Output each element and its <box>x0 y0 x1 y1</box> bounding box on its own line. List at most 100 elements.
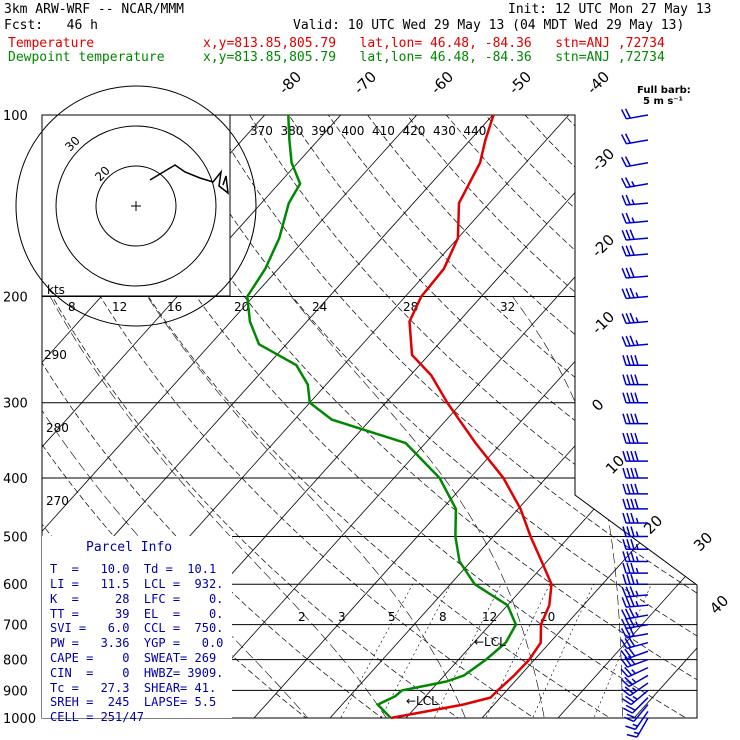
temperature-tick-label: 40 <box>706 592 732 618</box>
hodograph-scale-label: 12 <box>112 300 127 314</box>
dry-adiabat <box>642 115 697 718</box>
hodograph <box>15 85 257 327</box>
wind-barb-flag <box>631 181 635 187</box>
wind-barb <box>621 335 649 347</box>
wind-barb <box>623 704 649 723</box>
mixing-ratio-label: 12 <box>482 610 497 624</box>
parcel-line: SREH = 245 LAPSE= 5.5 <box>50 695 217 709</box>
parcel-line: K = 28 LFC = 0. <box>50 592 224 606</box>
wind-barb <box>620 156 649 168</box>
mixing-ratio-label: 5 <box>388 610 396 624</box>
mixing-ratio-label: 2 <box>298 610 306 624</box>
wind-barb-flag <box>620 678 630 687</box>
temperature-location: x,y=813.85,805.79 lat,lon= 46.48, -84.36… <box>203 36 665 51</box>
wind-barb-flag <box>624 618 631 629</box>
wind-barb-flag <box>621 597 627 608</box>
wind-barb <box>622 432 648 444</box>
pressure-tick-label: 700 <box>3 619 28 634</box>
wind-barb-flag <box>626 450 631 462</box>
dry-adiabat <box>406 115 697 718</box>
wind-barb-flag <box>629 287 635 299</box>
barb-legend-units: 5 m s⁻¹ <box>643 96 683 107</box>
wind-barb-flag <box>635 340 639 346</box>
isotherm-line <box>42 115 442 718</box>
wind-barb-flag <box>628 647 636 657</box>
temperature-tick-label: -10 <box>588 308 618 338</box>
wind-barb-flag <box>635 621 639 627</box>
wind-barb-flag <box>624 656 632 667</box>
wind-barb-flag <box>622 562 627 574</box>
wind-barb-flag <box>626 539 631 550</box>
mixing-ratio-label: 3 <box>338 610 346 624</box>
wind-barb-flag <box>625 725 636 731</box>
wind-barb-flag <box>620 618 628 629</box>
wind-barb-flag <box>635 611 639 618</box>
moist-adiabat <box>49 296 395 718</box>
wind-barb-flag <box>622 374 627 385</box>
pressure-tick-label: 900 <box>3 684 28 699</box>
wind-barb-flag <box>625 596 631 608</box>
temperature-tick-label: -60 <box>427 68 457 98</box>
dry-adiabat <box>524 115 697 718</box>
isotherm-line <box>394 115 697 718</box>
wind-barb <box>621 586 649 598</box>
wind-barb-flag <box>622 432 627 444</box>
hodograph-scale-label: 16 <box>167 300 182 314</box>
temperature-tick-label: -50 <box>505 68 535 98</box>
wind-barb <box>622 551 648 563</box>
wind-barb-flag <box>624 133 631 144</box>
wind-barb-flag <box>631 199 635 205</box>
temperature-tick-label: -30 <box>588 145 618 175</box>
wind-barb-flag <box>635 317 639 323</box>
wind-barb <box>621 312 649 325</box>
wind-barb <box>621 287 649 300</box>
wind-barb-flag <box>624 608 631 619</box>
wind-barb-flag <box>629 229 635 240</box>
wind-barb <box>620 647 649 660</box>
parcel-line: CAPE = 0 SWEAT= 269 <box>50 651 217 665</box>
wind-barb <box>620 666 649 678</box>
wind-barb-flag <box>621 688 631 697</box>
wind-barb <box>626 717 649 738</box>
wind-barb-flag <box>635 567 639 574</box>
wind-barb-flag <box>622 467 627 479</box>
wind-barb <box>621 212 649 224</box>
wind-barb-flag <box>622 539 627 550</box>
temperature-legend: Temperature <box>8 36 95 51</box>
pressure-tick-label: 500 <box>3 530 28 545</box>
wind-barb-flag <box>624 676 633 685</box>
parcel-line: CIN = 0 HWBZ= 3909. <box>50 666 224 680</box>
theta-label: 430 <box>433 124 456 138</box>
wind-barb-flag <box>630 574 635 585</box>
wind-barb-flag <box>632 695 638 701</box>
wind-barb-flag <box>630 498 635 510</box>
theta-label: 380 <box>281 124 304 138</box>
theta-label: 280 <box>46 421 69 435</box>
wind-barb-flag <box>626 483 631 495</box>
wind-barb-flag <box>622 707 633 714</box>
parcel-line: Tc = 27.3 SHEAR= 41. <box>50 681 217 695</box>
pressure-tick-label: 400 <box>3 472 28 487</box>
wind-barb <box>620 617 649 630</box>
wind-barb-flag <box>622 413 627 424</box>
dry-adiabat <box>209 115 697 718</box>
wind-barb-flag <box>626 574 631 585</box>
wind-barb-flag <box>622 551 627 562</box>
wind-barb-flag <box>631 687 637 692</box>
wind-barb-flag <box>630 526 635 537</box>
moist-adiabat <box>699 297 732 731</box>
wind-barb-flag <box>626 498 631 510</box>
wind-barb-flag <box>625 245 631 256</box>
wind-barb-flag <box>624 686 634 694</box>
moist-adiabat <box>291 296 547 718</box>
isotherm-line <box>546 115 697 718</box>
wind-barb-flag <box>624 108 631 119</box>
wind-barb <box>622 498 648 510</box>
moist-adiabat <box>147 296 471 718</box>
hodograph-scale-label: 8 <box>68 300 76 314</box>
parcel-line: TT = 39 EL = 0. <box>50 607 224 621</box>
wind-barb-flag <box>629 586 635 597</box>
wind-barb-flag <box>620 177 628 188</box>
wind-barb-flag <box>629 335 635 346</box>
